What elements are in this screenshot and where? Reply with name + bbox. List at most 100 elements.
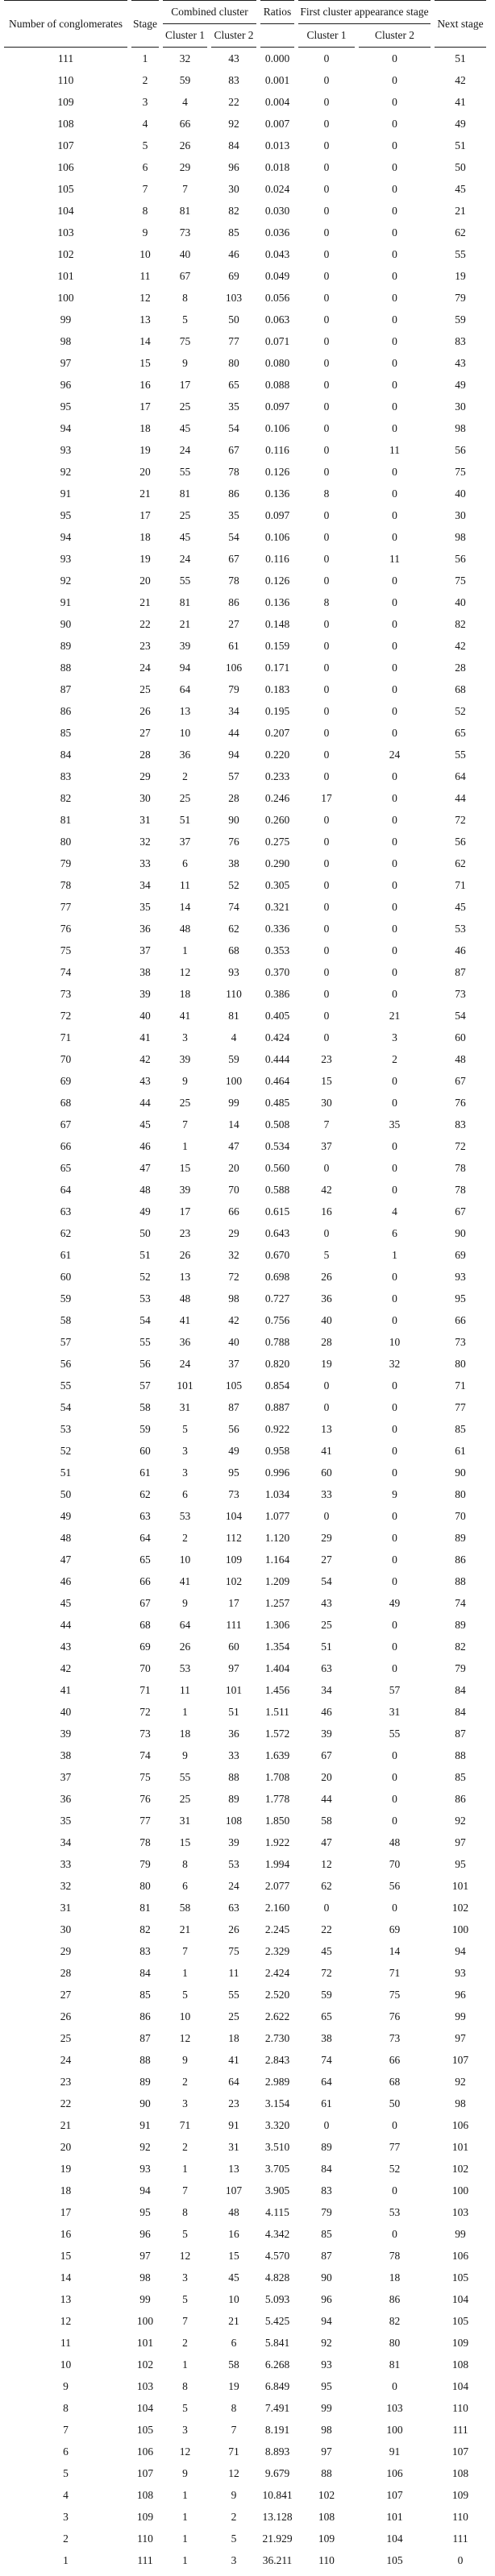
cell: 0 — [392, 1096, 397, 1109]
cell: 84 — [60, 748, 72, 761]
cell: 52 — [455, 704, 466, 717]
cell: 67 — [228, 552, 239, 565]
cell: 0 — [323, 617, 330, 630]
cell: 1.120 — [264, 1531, 290, 1544]
cell: 72 — [139, 1705, 151, 1718]
cell: 26 — [321, 1270, 332, 1283]
cell: 24 — [179, 552, 191, 565]
cell: 100 — [136, 2314, 154, 2327]
cell: 43 — [60, 1640, 72, 1653]
cell: 15 — [139, 356, 151, 369]
table-row: 46 66 41 102 1.209 54 0 88 — [4, 1570, 486, 1592]
cell: 64 — [179, 682, 191, 695]
cell: 94 — [60, 421, 72, 434]
cell: 33 — [60, 1857, 72, 1870]
cell: 24 — [139, 661, 151, 674]
cell: 92 — [60, 574, 72, 587]
cell: 110 — [452, 2510, 468, 2523]
table-row: 63 49 17 66 0.615 16 4 67 — [4, 1201, 486, 1222]
table-row: 100 12 8 103 0.056 0 0 79 — [4, 287, 486, 309]
cell: 1.209 — [264, 1574, 290, 1587]
cell: 69 — [389, 1923, 401, 1935]
cell: 8 — [182, 291, 188, 304]
cell: 35 — [139, 900, 151, 913]
cell: 71 — [455, 1379, 466, 1392]
cell: 36 — [179, 748, 191, 761]
table-row: 70 42 39 59 0.444 23 2 48 — [4, 1048, 486, 1070]
cell: 24 — [179, 443, 191, 456]
cell: 101 — [225, 1683, 243, 1696]
cell: 5 — [63, 2466, 69, 2479]
cell: 9 — [182, 356, 188, 369]
cell: 10 — [60, 2358, 72, 2371]
table-row: 108 4 66 92 0.007 0 0 49 — [4, 113, 486, 135]
cell: 0 — [323, 1400, 330, 1413]
cell: 64 — [60, 1183, 72, 1196]
cell: 91 — [139, 2118, 151, 2131]
cell: 106 — [451, 2249, 469, 2262]
cell: 46 — [139, 1139, 151, 1152]
cell: 0.534 — [264, 1139, 290, 1152]
table-row: 83 29 2 57 0.233 0 0 64 — [4, 765, 486, 787]
cell: 0 — [392, 1748, 397, 1761]
cell: 82 — [455, 617, 466, 630]
cell: 6 — [182, 1487, 188, 1500]
cell: 91 — [60, 487, 72, 500]
cell: 53 — [60, 1422, 72, 1435]
cell: 95 — [455, 1292, 466, 1305]
cell: 1.572 — [264, 1727, 290, 1740]
cell: 38 — [60, 1748, 72, 1761]
cell: 29 — [179, 160, 191, 173]
cell: 27 — [139, 726, 151, 739]
cell: 53 — [179, 1509, 191, 1522]
table-row: 94 18 45 54 0.106 0 0 98 — [4, 417, 486, 439]
cell: 0 — [392, 987, 397, 1000]
cell: 103 — [225, 291, 243, 304]
cell: 31 — [179, 1400, 191, 1413]
cell: 17 — [321, 791, 332, 804]
cell: 21 — [139, 595, 151, 608]
table-row: 88 24 94 106 0.171 0 0 28 — [4, 657, 486, 678]
cell: 0 — [323, 117, 330, 130]
header-next-stage: Next stage — [435, 0, 486, 48]
cell: 98 — [455, 530, 466, 543]
cell: 0.106 — [264, 530, 290, 543]
cell: 0 — [392, 1466, 397, 1479]
cell: 42 — [139, 1052, 151, 1065]
table-row: 10 102 1 58 6.268 93 81 108 — [4, 2354, 486, 2375]
cell: 0 — [323, 378, 330, 391]
cell: 32 — [179, 52, 191, 64]
cell: 109 — [318, 2532, 335, 2545]
table-row: 66 46 1 47 0.534 37 0 72 — [4, 1135, 486, 1157]
cell: 80 — [455, 1487, 466, 1500]
cell: 41 — [228, 2053, 239, 2066]
cell: 39 — [228, 1836, 239, 1848]
cell: 41 — [455, 95, 466, 108]
cell: 13 — [321, 1422, 332, 1435]
cell: 84 — [321, 2162, 332, 2175]
cell: 73 — [139, 1727, 151, 1740]
table-row: 106 6 29 96 0.018 0 0 50 — [4, 156, 486, 178]
cell: 10 — [179, 726, 191, 739]
cell: 25 — [179, 508, 191, 521]
cell: 45 — [228, 2271, 239, 2284]
cell: 19 — [228, 2379, 239, 2392]
cell: 86 — [455, 1553, 466, 1566]
cell: 75 — [455, 465, 466, 478]
cell: 0 — [392, 661, 397, 674]
table-row: 92 20 55 78 0.126 0 0 75 — [4, 461, 486, 483]
cell: 99 — [455, 2010, 466, 2022]
cell: 3 — [182, 1466, 188, 1479]
table-row: 6 106 12 71 8.893 97 91 107 — [4, 2441, 486, 2462]
cell: 3.705 — [264, 2162, 290, 2175]
cell: 10 — [139, 247, 151, 260]
cell: 0 — [392, 2184, 397, 2196]
cell: 40 — [455, 487, 466, 500]
table-body: 111 1 32 43 0.000 0 0 51 110 2 59 83 0.001 0 0 42 109 3 4 2… — [4, 48, 486, 2571]
cell: 82 — [455, 1640, 466, 1653]
cell: 0 — [323, 421, 330, 434]
cell: 2.622 — [264, 2010, 290, 2022]
cell: 0.207 — [264, 726, 290, 739]
cell: 107 — [225, 2184, 243, 2196]
cell: 108 — [225, 1814, 243, 1827]
